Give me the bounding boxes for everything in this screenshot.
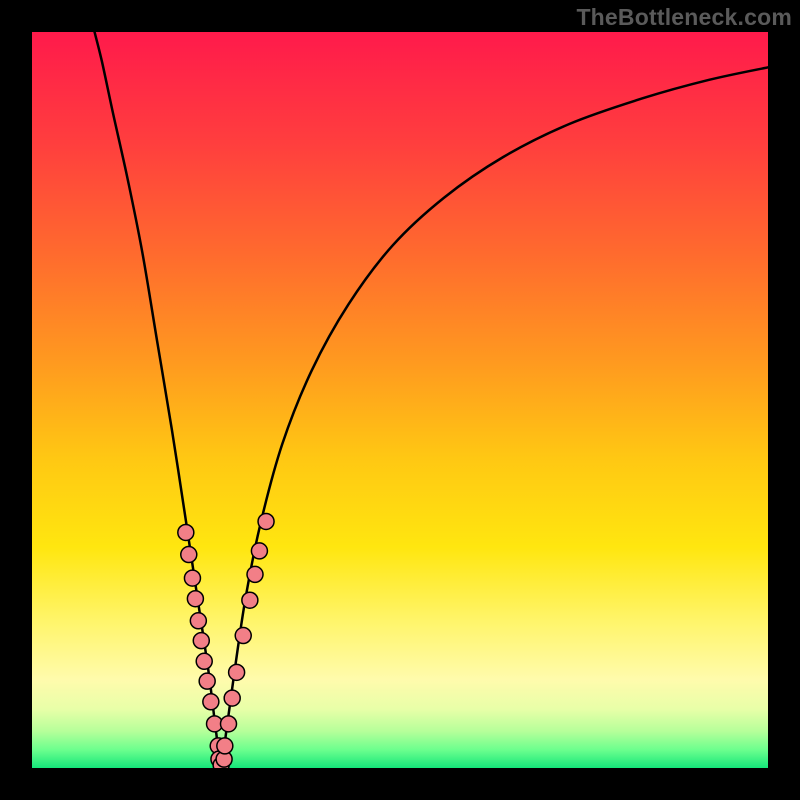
data-point [221, 716, 237, 732]
data-point [242, 592, 258, 608]
bottleneck-curve-chart [0, 0, 800, 800]
data-point [190, 613, 206, 629]
data-point [229, 664, 245, 680]
data-point [178, 524, 194, 540]
chart-container: TheBottleneck.com [0, 0, 800, 800]
data-point [258, 513, 274, 529]
data-point [199, 673, 215, 689]
data-point [187, 591, 203, 607]
data-point [235, 628, 251, 644]
data-point [251, 543, 267, 559]
data-point [184, 570, 200, 586]
data-point [193, 633, 209, 649]
data-point [203, 694, 219, 710]
data-point [247, 566, 263, 582]
plot-background [32, 32, 768, 768]
watermark-text: TheBottleneck.com [576, 4, 792, 31]
data-point [196, 653, 212, 669]
data-point [224, 690, 240, 706]
data-point [217, 738, 233, 754]
data-point [181, 547, 197, 563]
